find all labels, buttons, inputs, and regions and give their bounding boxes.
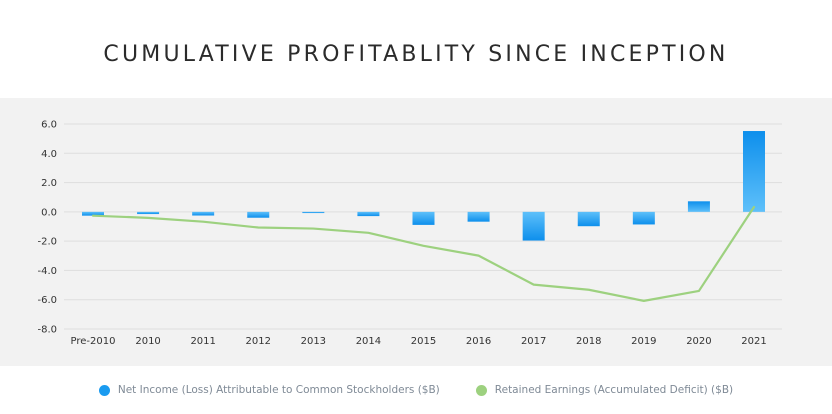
- y-tick-label: 0.0: [41, 207, 57, 218]
- x-tick-label: 2015: [411, 336, 436, 347]
- x-tick-label: 2018: [576, 336, 601, 347]
- legend-marker-net-income: [98, 384, 110, 396]
- bar-net-income: [357, 211, 380, 217]
- x-tick-label: 2012: [246, 336, 271, 347]
- y-tick-label: 2.0: [41, 178, 57, 189]
- title-band: CUMULATIVE PROFITABLITY SINCE INCEPTION: [0, 0, 832, 98]
- bar-net-income: [192, 211, 215, 216]
- bar-net-income: [247, 211, 270, 218]
- x-tick-label: 2010: [135, 336, 160, 347]
- chart-band: [0, 98, 832, 366]
- x-tick-label: 2013: [301, 336, 326, 347]
- legend-marker-retained-earnings: [475, 384, 487, 396]
- chart-title: CUMULATIVE PROFITABLITY SINCE INCEPTION: [103, 42, 729, 67]
- x-tick-label: 2019: [631, 336, 656, 347]
- y-tick-label: -6.0: [37, 295, 57, 306]
- bar-net-income: [302, 211, 325, 214]
- x-tick-label: 2011: [190, 336, 215, 347]
- x-tick-label: 2014: [356, 336, 381, 347]
- y-tick-label: -2.0: [37, 237, 57, 248]
- chart-plot: 6.0 4.0 2.0 0.0 -2.0 -4.0 -6.0 -8.0 Pre-2010 2010…: [37, 120, 782, 347]
- bar-net-income: [137, 211, 160, 215]
- bar-net-income: [82, 211, 104, 216]
- bar-net-income: [577, 211, 600, 227]
- y-tick-label: -4.0: [37, 266, 57, 277]
- bar-net-income: [632, 211, 655, 225]
- line-retained-earnings: [91, 205, 756, 302]
- y-tick-label: -8.0: [37, 325, 57, 336]
- x-tick-label: 2017: [521, 336, 546, 347]
- y-tick-label: 4.0: [41, 149, 57, 160]
- legend-label-retained-earnings: Retained Earnings (Accumulated Deficit) …: [494, 384, 734, 396]
- bar-net-income: [522, 211, 545, 241]
- legend-item-net-income: Net Income (Loss) Attributable to Common…: [98, 384, 440, 396]
- bar-net-income: [743, 131, 765, 212]
- bar-net-income: [467, 211, 490, 222]
- x-tick-label: Pre-2010: [71, 336, 116, 347]
- legend-label-net-income: Net Income (Loss) Attributable to Common…: [117, 384, 440, 396]
- bar-net-income: [412, 211, 435, 225]
- bar-net-income: [687, 201, 710, 212]
- legend-item-retained-earnings: Retained Earnings (Accumulated Deficit) …: [475, 384, 734, 396]
- x-tick-label: 2021: [741, 336, 766, 347]
- legend: Net Income (Loss) Attributable to Common…: [0, 366, 832, 414]
- x-tick-label: 2020: [686, 336, 711, 347]
- y-tick-label: 6.0: [41, 120, 57, 131]
- x-tick-label: 2016: [466, 336, 491, 347]
